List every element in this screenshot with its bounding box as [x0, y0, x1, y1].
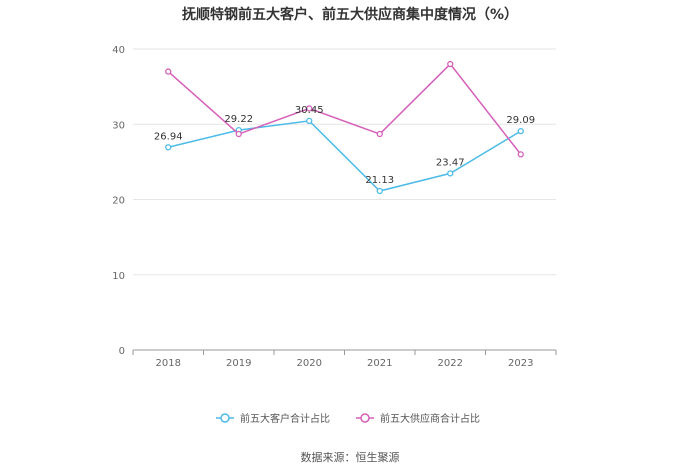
legend[interactable]: 前五大客户合计占比 前五大供应商合计占比: [216, 412, 480, 425]
data-label: 23.47: [436, 157, 465, 168]
series: [165, 60, 524, 195]
y-tick-label: 40: [112, 45, 125, 56]
data-point-1: [517, 127, 524, 135]
legend-marker: [220, 413, 230, 423]
data-point-2: [376, 130, 383, 138]
x-tick-label: 2020: [297, 358, 322, 369]
y-tick-label: 0: [119, 346, 125, 357]
source-note: 数据来源：恒生聚源: [301, 450, 400, 464]
axes: 0 10 20 30 40 2018 2019 2020 2021 2022 2023: [112, 45, 557, 369]
data-label: 29.09: [506, 115, 535, 126]
x-tick-label: 2018: [156, 358, 181, 369]
legend-item[interactable]: 前五大客户合计占比: [216, 412, 330, 425]
data-point-1: [447, 170, 454, 177]
data-point-1: [376, 187, 383, 195]
data-point-1: [165, 144, 172, 151]
legend-label: 前五大客户合计占比: [240, 412, 330, 425]
data-labels: 26.94 29.22 30.45 21.13 23.47 29.09: [154, 105, 535, 186]
data-point-2: [165, 68, 172, 75]
y-tick-label: 30: [112, 120, 125, 131]
data-label: 26.94: [154, 131, 183, 142]
data-label: 21.13: [365, 175, 394, 186]
chart-title: 抚顺特钢前五大客户、前五大供应商集中度情况（%）: [182, 6, 518, 23]
data-label: 29.22: [224, 114, 253, 125]
data-point-1: [306, 117, 313, 125]
grid: [133, 48, 556, 276]
series-line-1: [168, 120, 522, 192]
x-tick-label: 2022: [438, 358, 463, 369]
data-point-2: [306, 105, 313, 112]
legend-item[interactable]: 前五大供应商合计占比: [356, 412, 480, 425]
series-line-2: [167, 62, 522, 155]
x-tick-label: 2021: [367, 358, 392, 369]
legend-marker: [360, 413, 370, 423]
data-point-2: [235, 130, 242, 138]
data-label: 30.45: [295, 105, 324, 116]
y-tick-label: 10: [112, 271, 125, 282]
x-tick-label: 2023: [508, 358, 533, 369]
y-tick-label: 20: [112, 196, 125, 207]
x-tick-label: 2019: [226, 358, 251, 369]
legend-label: 前五大供应商合计占比: [380, 412, 480, 425]
data-point-2: [517, 151, 524, 158]
data-point-2: [447, 60, 454, 68]
